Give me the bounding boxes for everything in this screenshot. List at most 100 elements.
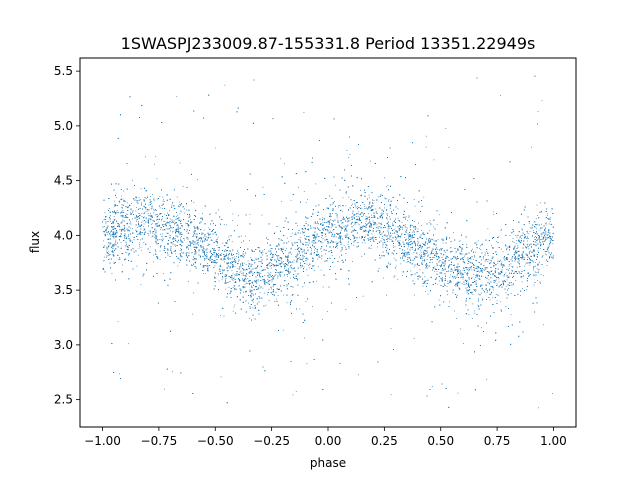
data-point <box>329 246 331 247</box>
data-point <box>465 284 467 286</box>
data-point <box>257 288 259 290</box>
data-point <box>297 186 299 188</box>
data-point <box>233 256 235 258</box>
data-point <box>257 278 259 280</box>
data-point <box>186 230 187 232</box>
data-point <box>420 251 422 253</box>
data-point <box>496 277 498 279</box>
data-point <box>300 232 301 234</box>
data-point <box>437 239 439 241</box>
data-point <box>490 293 491 295</box>
data-point <box>279 275 281 277</box>
data-point <box>390 239 392 240</box>
data-point <box>331 213 333 214</box>
data-point <box>341 227 342 229</box>
data-point <box>428 230 430 231</box>
data-point <box>143 229 145 231</box>
data-point <box>283 163 285 165</box>
data-point <box>397 208 399 210</box>
data-point <box>114 200 116 202</box>
data-point <box>507 247 508 249</box>
data-point <box>148 204 150 206</box>
data-point <box>501 311 503 312</box>
data-point <box>363 204 365 205</box>
data-point <box>373 237 375 239</box>
data-point <box>212 254 213 256</box>
data-point <box>222 277 224 279</box>
data-point <box>393 229 395 230</box>
data-point <box>375 227 377 228</box>
data-point <box>180 204 182 206</box>
data-point <box>346 150 348 151</box>
data-point <box>347 221 349 223</box>
data-point <box>230 200 232 201</box>
data-point <box>170 249 172 251</box>
data-point <box>235 281 237 282</box>
data-point <box>151 222 153 224</box>
data-point <box>518 260 520 262</box>
data-point <box>392 245 394 247</box>
data-point <box>430 253 432 255</box>
data-point <box>498 273 499 275</box>
data-point <box>406 238 408 240</box>
data-point <box>464 255 465 257</box>
data-point <box>340 209 342 211</box>
data-point <box>370 225 372 227</box>
data-point <box>425 291 427 292</box>
data-point <box>121 195 123 197</box>
data-point <box>413 266 415 268</box>
data-point <box>303 256 305 257</box>
data-point <box>200 240 201 242</box>
data-point <box>368 222 370 223</box>
data-point <box>300 240 301 242</box>
data-point <box>188 281 190 282</box>
data-point <box>298 232 299 234</box>
data-point <box>279 260 281 262</box>
data-point <box>171 204 173 206</box>
data-point <box>248 280 250 282</box>
data-point <box>277 277 279 279</box>
data-point <box>529 222 530 224</box>
data-point <box>218 280 220 282</box>
data-point <box>430 259 432 260</box>
data-point <box>346 220 348 222</box>
data-point <box>472 248 473 250</box>
data-point <box>159 258 161 260</box>
data-point <box>228 258 229 260</box>
data-point <box>287 256 289 258</box>
data-point <box>510 259 512 261</box>
data-point <box>518 262 520 264</box>
data-point <box>312 245 314 247</box>
data-point <box>237 215 239 217</box>
data-point <box>478 293 479 295</box>
data-point <box>289 301 291 303</box>
data-point <box>454 310 455 312</box>
data-point <box>315 183 317 185</box>
data-point <box>204 259 205 261</box>
data-point <box>500 301 502 303</box>
data-point <box>427 267 428 269</box>
data-point <box>120 242 122 243</box>
data-point <box>549 221 551 222</box>
data-point <box>329 231 331 233</box>
data-point <box>455 285 457 287</box>
data-point <box>313 234 315 235</box>
data-point <box>136 234 138 235</box>
data-point <box>141 223 143 225</box>
data-point <box>269 258 271 260</box>
data-point <box>342 211 344 213</box>
data-point <box>252 307 254 309</box>
data-point <box>436 247 438 248</box>
data-point <box>291 264 293 266</box>
data-point <box>432 259 433 260</box>
data-point <box>481 292 482 294</box>
data-point <box>512 238 514 239</box>
data-point <box>474 312 476 314</box>
data-point <box>369 224 371 226</box>
data-point <box>137 233 139 235</box>
data-point <box>519 241 520 243</box>
data-point <box>166 228 168 230</box>
data-point <box>105 257 107 258</box>
data-point <box>281 260 282 262</box>
data-point <box>454 267 455 269</box>
